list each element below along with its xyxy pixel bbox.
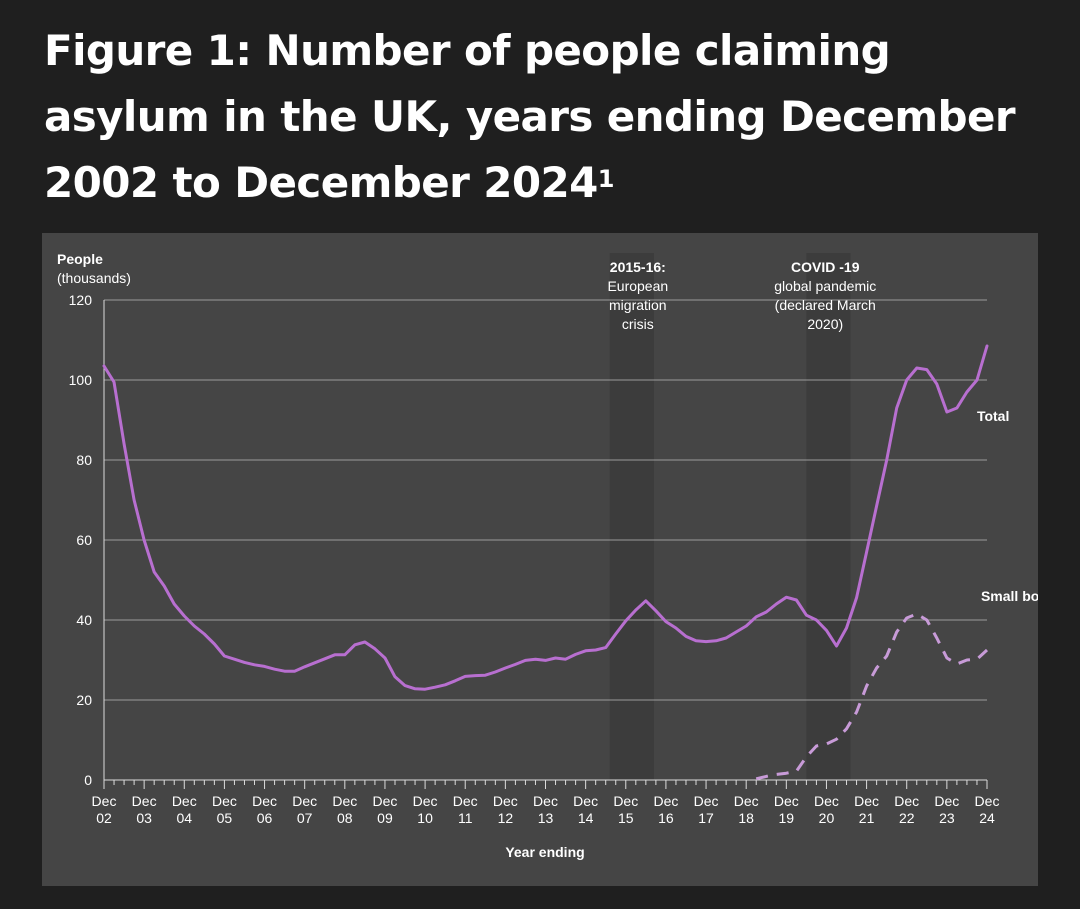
y-axis-label-line2: (thousands) [57, 270, 131, 286]
x-tick-label: 24 [979, 810, 995, 826]
x-tick-label: 08 [337, 810, 353, 826]
y-tick-label-40: 40 [76, 612, 92, 628]
x-tick-label: 10 [417, 810, 433, 826]
x-axis-label: Year ending [505, 844, 584, 860]
x-tick-label: Dec [934, 793, 959, 809]
chart-labels: 2015-16: European migration crisis COVID -19… [607, 259, 1038, 604]
annotation-0-line: migration [609, 297, 667, 313]
x-tick-label: Dec [573, 793, 598, 809]
x-tick-label: 21 [859, 810, 875, 826]
x-tick-label: Dec [774, 793, 799, 809]
title-footnote: 1 [597, 165, 615, 193]
x-tick-label: Dec [613, 793, 638, 809]
axes: 020406080100120Dec02Dec03Dec04Dec05Dec06… [69, 292, 1000, 826]
x-tick-label: 06 [257, 810, 273, 826]
x-tick-label: 09 [377, 810, 393, 826]
annotation-1-line: (declared March [775, 297, 876, 313]
x-tick-label: Dec [533, 793, 558, 809]
x-tick-label: 23 [939, 810, 955, 826]
x-tick-label: Dec [453, 793, 478, 809]
x-tick-label: Dec [132, 793, 157, 809]
x-tick-label: Dec [252, 793, 277, 809]
series-label-1: Small boats [981, 588, 1038, 604]
x-tick-label: 17 [698, 810, 714, 826]
x-tick-label: 20 [819, 810, 835, 826]
x-tick-label: Dec [975, 793, 1000, 809]
x-tick-label: Dec [332, 793, 357, 809]
page-title: Figure 1: Number of people claiming asyl… [44, 18, 1054, 216]
x-tick-label: Dec [373, 793, 398, 809]
series-lines [102, 344, 989, 781]
annotation-0-line: crisis [622, 316, 654, 332]
y-tick-label-100: 100 [69, 372, 93, 388]
annotation-0-line: 2015-16: [610, 259, 666, 275]
x-tick-label: 07 [297, 810, 313, 826]
x-tick-label: Dec [212, 793, 237, 809]
annotation-1-line: 2020) [807, 316, 843, 332]
shaded-period-0 [609, 253, 654, 780]
annotation-0-line: European [607, 278, 668, 294]
x-tick-label: Dec [814, 793, 839, 809]
x-tick-label: Dec [493, 793, 518, 809]
series-label-0: Total [977, 408, 1009, 424]
y-tick-label-0: 0 [84, 772, 92, 788]
x-tick-label: 14 [578, 810, 594, 826]
y-tick-label-80: 80 [76, 452, 92, 468]
chart-panel: 0 20 40 60 80 100 120 Dec 02 Dec 03 Dec 04 Dec 05 Dec 06… [42, 233, 1038, 886]
y-tick-label-60: 60 [76, 532, 92, 548]
shaded-period-1 [806, 253, 851, 780]
x-tick-label: 04 [176, 810, 192, 826]
x-tick-label: 19 [779, 810, 795, 826]
annotation-1-line: COVID -19 [791, 259, 860, 275]
y-tick-label-120: 120 [69, 292, 93, 308]
series-line-1 [755, 612, 989, 781]
x-tick-label: Dec [653, 793, 678, 809]
x-tick-label: 15 [618, 810, 634, 826]
x-tick-label: 02 [96, 810, 112, 826]
x-tick-label: 16 [658, 810, 674, 826]
x-tick-label: 03 [136, 810, 152, 826]
title-text: Figure 1: Number of people claiming asyl… [44, 26, 1016, 207]
x-tick-label: Dec [292, 793, 317, 809]
x-tick-label: 22 [899, 810, 915, 826]
x-tick-label: 11 [458, 810, 473, 826]
x-tick-label: Dec [413, 793, 438, 809]
shaded-periods [609, 253, 851, 780]
x-tick-label: 12 [498, 810, 514, 826]
x-tick-label: 05 [217, 810, 233, 826]
y-tick-label-20: 20 [76, 692, 92, 708]
x-tick-label: 13 [538, 810, 554, 826]
annotation-1-line: global pandemic [774, 278, 876, 294]
x-tick-label: Dec [172, 793, 197, 809]
series-line-0 [102, 344, 989, 691]
grid-lines [104, 299, 987, 701]
x-tick-label: 18 [738, 810, 754, 826]
x-tick-label: Dec [734, 793, 759, 809]
x-tick-label: Dec [694, 793, 719, 809]
x-tick-label: Dec [894, 793, 919, 809]
x-tick-label: Dec [92, 793, 117, 809]
line-chart: 020406080100120Dec02Dec03Dec04Dec05Dec06… [57, 251, 1038, 860]
y-axis-label-line1: People [57, 251, 103, 267]
x-tick-label: Dec [854, 793, 879, 809]
